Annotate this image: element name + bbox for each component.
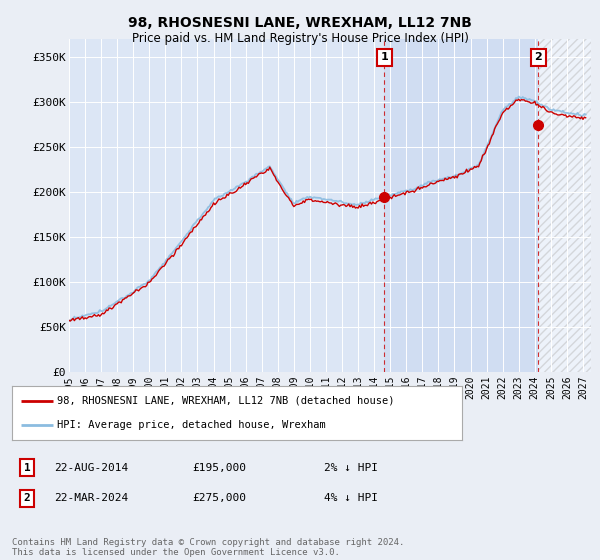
Text: 98, RHOSNESNI LANE, WREXHAM, LL12 7NB: 98, RHOSNESNI LANE, WREXHAM, LL12 7NB — [128, 16, 472, 30]
Text: Price paid vs. HM Land Registry's House Price Index (HPI): Price paid vs. HM Land Registry's House … — [131, 32, 469, 45]
Text: 98, RHOSNESNI LANE, WREXHAM, LL12 7NB (detached house): 98, RHOSNESNI LANE, WREXHAM, LL12 7NB (d… — [57, 396, 395, 406]
Text: HPI: Average price, detached house, Wrexham: HPI: Average price, detached house, Wrex… — [57, 420, 326, 430]
Text: 2: 2 — [23, 493, 31, 503]
Text: Contains HM Land Registry data © Crown copyright and database right 2024.
This d: Contains HM Land Registry data © Crown c… — [12, 538, 404, 557]
Bar — [385, 39, 538, 372]
Text: £275,000: £275,000 — [192, 493, 246, 503]
Text: 1: 1 — [23, 463, 31, 473]
Text: 1: 1 — [380, 52, 388, 62]
Text: 2: 2 — [535, 52, 542, 62]
Text: 22-AUG-2014: 22-AUG-2014 — [54, 463, 128, 473]
Text: 22-MAR-2024: 22-MAR-2024 — [54, 493, 128, 503]
Text: £195,000: £195,000 — [192, 463, 246, 473]
Text: 2% ↓ HPI: 2% ↓ HPI — [324, 463, 378, 473]
Text: 4% ↓ HPI: 4% ↓ HPI — [324, 493, 378, 503]
Bar — [538, 39, 591, 372]
